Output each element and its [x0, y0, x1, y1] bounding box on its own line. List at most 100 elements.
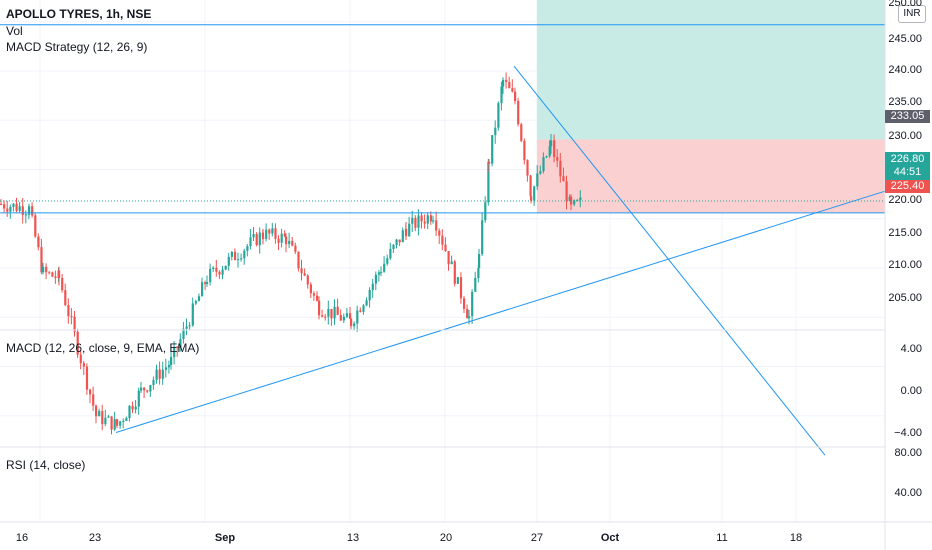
candle-body [542, 157, 545, 172]
trendline[interactable] [115, 190, 886, 433]
currency-button[interactable]: INR [898, 5, 926, 23]
candle-body [215, 267, 218, 272]
candle-body [401, 230, 404, 243]
candle-body [517, 101, 520, 125]
candle-body [423, 221, 426, 224]
candle-body [359, 310, 362, 312]
candle-body [212, 267, 215, 269]
candle-body [134, 406, 137, 410]
candle-body [3, 204, 6, 209]
candle-body [414, 217, 417, 228]
drawing-lines[interactable] [0, 24, 886, 456]
candle-body [386, 258, 389, 264]
candle-body [477, 268, 480, 278]
candle-body [398, 239, 401, 243]
candle-body [380, 271, 383, 273]
candle-body [182, 328, 185, 340]
rsi-tick: 40.00 [894, 487, 922, 499]
candle-body [79, 354, 82, 364]
trendline[interactable] [513, 65, 826, 456]
candle-body [491, 135, 494, 164]
candle-body [158, 369, 161, 379]
candle-body [429, 215, 432, 222]
time-tick: 20 [439, 532, 453, 544]
candle-body [28, 206, 31, 214]
candle-body [556, 157, 559, 161]
candle-body [368, 289, 371, 301]
candle-body [550, 140, 553, 147]
macd-tick: 4.00 [900, 343, 922, 355]
candle-body [58, 270, 61, 278]
candle-body [104, 417, 107, 425]
candle-body [333, 306, 336, 319]
candle-body [268, 229, 271, 234]
candle-body [539, 171, 542, 174]
candle-body [487, 161, 490, 203]
candle-body [562, 176, 565, 182]
candle-body [249, 237, 252, 247]
candle-body [188, 325, 191, 327]
candle-body [438, 230, 441, 236]
strategy-legend[interactable]: MACD Strategy (12, 26, 9) [6, 40, 148, 54]
candle-body [349, 313, 352, 319]
candle-body [526, 160, 529, 176]
symbol-legend[interactable]: APOLLO TYRES, 1h, NSE [6, 7, 152, 21]
candle-body [533, 186, 536, 201]
candle-body [508, 81, 511, 89]
candle-body [353, 323, 356, 327]
candle-body [110, 416, 113, 430]
candle-body [125, 417, 128, 421]
candle-body [34, 215, 37, 237]
candle-body [300, 268, 303, 274]
stop-price-tag: 225.40 [885, 180, 930, 193]
candle-body [576, 200, 579, 202]
candle-body [255, 234, 258, 246]
time-tick: Oct [600, 532, 620, 544]
candle-body [342, 316, 345, 321]
loss-zone [537, 139, 885, 213]
candle-body [553, 140, 556, 158]
candle-body [481, 220, 484, 255]
candle-body [435, 220, 438, 231]
macd-legend[interactable]: MACD (12, 26, close, 9, EMA, EMA) [6, 341, 200, 355]
time-tick: 23 [88, 532, 102, 544]
candle-body [9, 207, 12, 212]
candle-body [474, 277, 477, 292]
candle-body [559, 160, 562, 177]
candle-body [173, 346, 176, 358]
candle-body [285, 236, 288, 245]
candle-body [194, 301, 197, 304]
candle-body [40, 247, 43, 273]
price-tick: 210.00 [888, 259, 922, 271]
candle-body [280, 233, 283, 243]
candle-body [67, 305, 70, 317]
candle-body [82, 363, 85, 367]
candle-body [408, 223, 411, 237]
candle-body [570, 196, 573, 205]
candle-body [283, 233, 286, 237]
candle-body [252, 234, 255, 238]
macd-tick: −4.00 [894, 427, 922, 439]
current-price-tag: 226.80 44:51 [885, 152, 930, 180]
macd-tick: 0.00 [900, 385, 922, 397]
candle-body [309, 284, 312, 294]
price-tick: 230.00 [888, 130, 922, 142]
candle-body [221, 269, 224, 275]
candle-body [471, 291, 474, 317]
candle-body [6, 208, 9, 212]
candle-body [48, 272, 51, 274]
candle-body [61, 277, 64, 291]
candle-body [113, 419, 116, 430]
candle-body [73, 316, 76, 332]
candle-body [303, 273, 306, 276]
candle-body [447, 251, 450, 265]
volume-legend[interactable]: Vol [6, 24, 23, 38]
candle-body [243, 250, 246, 259]
candle-body [568, 196, 571, 201]
rsi-legend[interactable]: RSI (14, close) [6, 458, 86, 472]
candle-body [579, 197, 582, 201]
candle-body [336, 306, 339, 315]
candle-body [143, 387, 146, 391]
candle-body [459, 277, 463, 299]
